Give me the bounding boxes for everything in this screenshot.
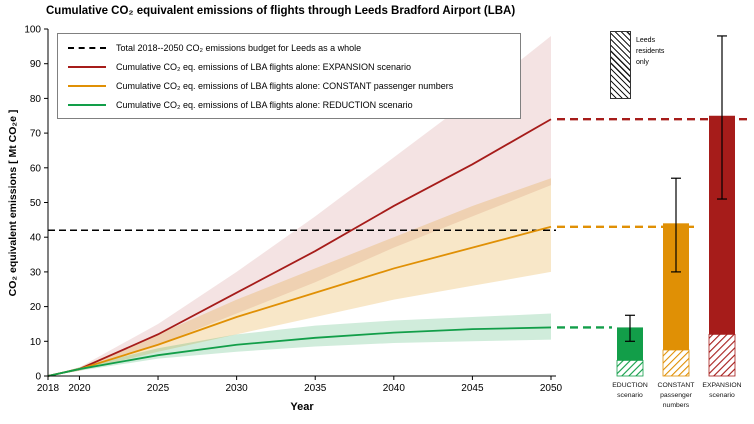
x-tick-label: 2040 <box>383 383 406 394</box>
legend-item: Total 2018--2050 CO₂ emissions budget fo… <box>68 38 510 57</box>
y-tick-label: 40 <box>30 233 42 244</box>
x-tick-label: 2050 <box>540 383 563 394</box>
residents-legend-line: only <box>636 59 649 66</box>
residents-hatch-swatch <box>610 31 631 99</box>
legend-box: Total 2018--2050 CO₂ emissions budget fo… <box>57 33 521 119</box>
legend-line-swatch <box>68 65 106 68</box>
legend-line-swatch <box>68 84 106 87</box>
y-tick-label: 10 <box>30 337 42 348</box>
y-tick-label: 100 <box>24 25 41 36</box>
legend-label: Cumulative CO₂ eq. emissions of LBA flig… <box>116 61 411 72</box>
residents-legend: Leeds residents only <box>610 31 664 99</box>
reduction-scenario-bar-label: EDUCTION <box>612 382 648 389</box>
x-tick-label: 2025 <box>147 383 170 394</box>
expansion-scenario-uncertainty-band <box>48 35 551 376</box>
x-tick-label: 2030 <box>226 383 249 394</box>
constant-passenger-numbers-bar-label: CONSTANT <box>658 382 695 389</box>
expansion-scenario-bar-label: EXPANSION <box>702 382 741 389</box>
reduction-scenario-line <box>47 326 552 377</box>
y-tick-label: 90 <box>30 59 42 70</box>
constant-passenger-numbers-bar-label: numbers <box>663 402 690 409</box>
x-tick-label: 2020 <box>68 383 91 394</box>
constant-passenger-numbers-line <box>47 225 552 377</box>
legend-label: Cumulative CO₂ eq. emissions of LBA flig… <box>116 99 413 110</box>
legend-line-swatch <box>68 103 106 106</box>
reduction-scenario-uncertainty-band <box>48 313 551 376</box>
residents-legend-label: Leeds residents only <box>636 31 664 99</box>
y-tick-label: 50 <box>30 198 42 209</box>
legend-item: Cumulative CO₂ eq. emissions of LBA flig… <box>68 76 510 95</box>
constant-passenger-numbers-uncertainty-band <box>48 178 551 376</box>
y-axis-label: CO₂ equivalent emissions [ Mt CO₂e ] <box>7 109 19 297</box>
chart-title: Cumulative CO₂ equivalent emissions of f… <box>46 5 516 17</box>
y-tick-label: 70 <box>30 129 42 140</box>
expansion-scenario-bar-label: scenario <box>709 392 735 399</box>
x-tick-label: 2045 <box>461 383 484 394</box>
x-axis-label: Year <box>290 401 314 413</box>
residents-legend-line: Leeds <box>636 37 656 44</box>
legend-item: Cumulative CO₂ eq. emissions of LBA flig… <box>68 95 510 114</box>
y-tick-label: 0 <box>35 372 41 383</box>
legend-label: Cumulative CO₂ eq. emissions of LBA flig… <box>116 80 454 91</box>
y-tick-label: 20 <box>30 302 42 313</box>
constant-passenger-numbers-bar-label: passenger <box>660 392 692 399</box>
expansion-scenario-line <box>47 118 552 377</box>
legend-label: Total 2018--2050 CO₂ emissions budget fo… <box>116 42 362 53</box>
expansion-scenario-residents-hatched-portion <box>708 333 736 377</box>
reduction-scenario-residents-hatched-portion <box>616 359 644 377</box>
y-tick-label: 30 <box>30 267 42 278</box>
legend-line-swatch <box>68 46 106 49</box>
y-tick-label: 60 <box>30 163 42 174</box>
x-tick-label: 2035 <box>304 383 327 394</box>
residents-legend-line: residents <box>636 48 665 55</box>
y-tick-label: 80 <box>30 94 42 105</box>
constant-passenger-numbers-residents-hatched-portion <box>662 349 690 377</box>
legend-item: Cumulative CO₂ eq. emissions of LBA flig… <box>68 57 510 76</box>
reduction-scenario-bar-label: scenario <box>617 392 643 399</box>
x-tick-label: 2018 <box>37 383 60 394</box>
